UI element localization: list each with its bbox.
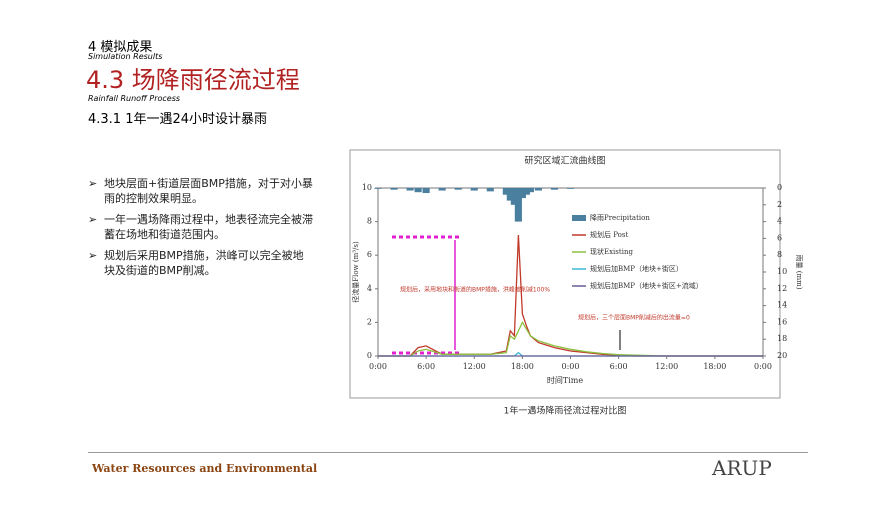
precip-bar <box>514 188 522 222</box>
x-tick-label: 18:00 <box>511 362 534 371</box>
y2-tick-label: 0 <box>777 183 782 192</box>
title: 4.3 场降雨径流过程 <box>86 66 300 94</box>
x-tick-label: 6:00 <box>610 362 628 371</box>
y2-tick-label: 4 <box>777 217 782 226</box>
precip-bar <box>414 188 422 193</box>
chart-title: 研究区域汇流曲线图 <box>524 155 605 167</box>
bullet: 规划后采用BMP措施，洪峰可以完全被地块及街道的BMP削减。 <box>88 248 313 278</box>
precip-bar <box>566 188 575 189</box>
y2-tick-label: 20 <box>777 351 787 360</box>
chart-frame <box>349 149 781 399</box>
x-tick-label: 0:00 <box>369 362 387 371</box>
x-tick-label: 12:00 <box>655 362 678 371</box>
precip-bar <box>486 188 494 192</box>
legend-label: 现状Existing <box>590 247 633 256</box>
series-line <box>378 321 763 357</box>
y2-axis-label: 雨量 (mm) <box>795 255 803 290</box>
precip-bar <box>518 188 526 199</box>
precip-bar <box>534 188 542 191</box>
y2-tick-label: 12 <box>777 284 787 293</box>
y2-tick-label: 8 <box>777 250 782 259</box>
x-tick-label: 6:00 <box>417 362 435 371</box>
precip-bar <box>526 188 534 193</box>
precip-bar <box>550 188 559 190</box>
x-axis-label: 时间Time <box>547 375 583 385</box>
precip-bar <box>506 188 514 201</box>
x-tick-label: 12:00 <box>463 362 486 371</box>
precip-bar <box>522 188 530 195</box>
precip-bar <box>470 188 478 191</box>
y-tick-label: 10 <box>362 183 372 192</box>
x-tick-label: 0:00 <box>754 362 772 371</box>
y-tick-label: 0 <box>367 351 372 360</box>
precip-bar <box>454 188 462 190</box>
y2-tick-label: 14 <box>777 301 787 310</box>
y-axis-label: 径流量Flow (m³/s) <box>351 241 360 303</box>
section: 4 模拟成果 <box>88 40 153 55</box>
y2-tick-label: 10 <box>777 267 787 276</box>
precip-bar <box>390 188 398 190</box>
bullets: 地块层面+街道层面BMP措施，对于对小暴雨的控制效果明显。 一年一遇场降雨过程中… <box>88 176 313 284</box>
y-tick-label: 6 <box>367 250 372 259</box>
y-tick-label: 8 <box>367 217 372 226</box>
precip-bar <box>406 188 414 191</box>
caption: 1年一遇场降雨径流过程对比图 <box>504 405 627 417</box>
y2-tick-label: 2 <box>777 200 782 209</box>
x-tick-label: 0:00 <box>562 362 580 371</box>
legend-label: 规划后加BMP（地块+街区） <box>590 264 683 273</box>
legend-label: 规划后加BMP（地块+街区+流域） <box>590 281 703 290</box>
footer-rule <box>88 452 808 453</box>
y-tick-label: 4 <box>367 284 372 293</box>
bullet: 地块层面+街道层面BMP措施，对于对小暴雨的控制效果明显。 <box>88 176 313 206</box>
legend-swatch <box>572 215 586 221</box>
precip-bar <box>438 188 446 191</box>
y-tick-label: 2 <box>367 317 372 326</box>
precip-bar <box>374 188 382 189</box>
legend-label: 降雨Precipitation <box>590 213 650 222</box>
x-tick-label: 18:00 <box>703 362 726 371</box>
section-en: Simulation Results <box>88 52 163 61</box>
annotation: 规划后，采用地块和街道的BMP措施，洪峰被削减100% <box>400 286 550 294</box>
bullet: 一年一遇场降雨过程中，地表径流完全被滞蓄在场地和街道范围内。 <box>88 212 313 242</box>
y2-tick-label: 16 <box>777 317 787 326</box>
legend-label: 规划后 Post <box>590 230 628 239</box>
y2-tick-label: 18 <box>777 334 787 343</box>
footer-logo: ARUP <box>712 456 772 480</box>
precip-bar <box>502 188 510 195</box>
precip-bar <box>510 188 518 205</box>
subtitle: 4.3.1 1年一遇24小时设计暴雨 <box>88 112 268 127</box>
title-en: Rainfall Runoff Process <box>88 94 181 103</box>
y2-tick-label: 6 <box>777 233 782 242</box>
footer-left: Water Resources and Environmental <box>92 462 318 475</box>
annotation: 规划后，三个层面BMP削减后的出流量=0 <box>578 314 690 322</box>
precip-bar <box>422 188 430 194</box>
